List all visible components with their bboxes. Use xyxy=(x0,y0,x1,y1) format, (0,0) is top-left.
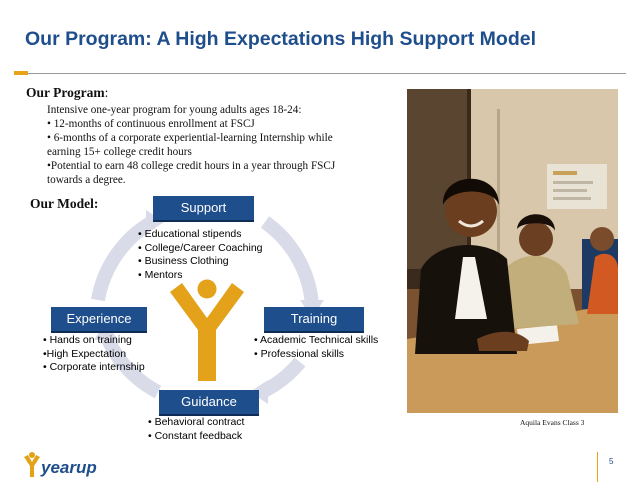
program-line: earning 15+ college credit hours xyxy=(47,146,192,158)
logo-wordmark: yearup xyxy=(40,458,97,477)
list-item: • Hands on training xyxy=(43,334,132,346)
guidance-box: Guidance xyxy=(159,390,259,416)
year-up-figure-icon xyxy=(170,279,244,381)
training-list: • Academic Technical skills • Profession… xyxy=(254,334,378,361)
program-line: Intensive one-year program for young adu… xyxy=(47,104,302,116)
experience-box: Experience xyxy=(51,307,147,333)
slide-title: Our Program: A High Expectations High Su… xyxy=(25,28,536,50)
program-heading-label: Our Program xyxy=(26,85,105,100)
photo-caption: Aquila Evans Class 3 xyxy=(520,418,585,427)
program-heading-colon: : xyxy=(104,85,109,100)
model-heading: Our Model: xyxy=(30,196,99,211)
footer-divider xyxy=(597,452,598,482)
support-list: • Educational stipends • College/Career … xyxy=(138,228,263,282)
program-line: •Potential to earn 48 college credit hou… xyxy=(47,160,336,172)
list-item: •High Expectation xyxy=(43,347,127,360)
program-description: Intensive one-year program for young adu… xyxy=(47,103,387,187)
list-item: • College/Career Coaching xyxy=(138,241,263,254)
program-line: • 12-months of continuous enrollment at … xyxy=(47,118,255,130)
list-item: • Educational stipends xyxy=(138,228,242,240)
training-box: Training xyxy=(264,307,364,333)
list-item: • Professional skills xyxy=(254,347,345,360)
title-divider-accent xyxy=(14,71,28,75)
program-heading: Our Program: xyxy=(26,85,108,101)
list-item: • Corporate internship xyxy=(43,361,145,373)
title-divider xyxy=(14,73,626,74)
experience-list: • Hands on training •High Expectation • … xyxy=(43,334,145,375)
support-box: Support xyxy=(153,196,254,222)
class-photo xyxy=(407,89,618,413)
list-item: • Business Clothing xyxy=(138,255,229,267)
guidance-list: • Behavioral contract • Constant feedbac… xyxy=(148,416,244,443)
list-item: • Mentors xyxy=(138,268,183,281)
yearup-logo: yearup xyxy=(24,452,97,477)
list-item: • Constant feedback xyxy=(148,429,243,442)
list-item: • Academic Technical skills xyxy=(254,334,379,346)
list-item: • Behavioral contract xyxy=(148,416,245,428)
program-line: • 6-months of a corporate experiential-l… xyxy=(47,132,333,144)
program-line: towards a degree. xyxy=(47,174,126,186)
page-number: 5 xyxy=(609,457,614,466)
